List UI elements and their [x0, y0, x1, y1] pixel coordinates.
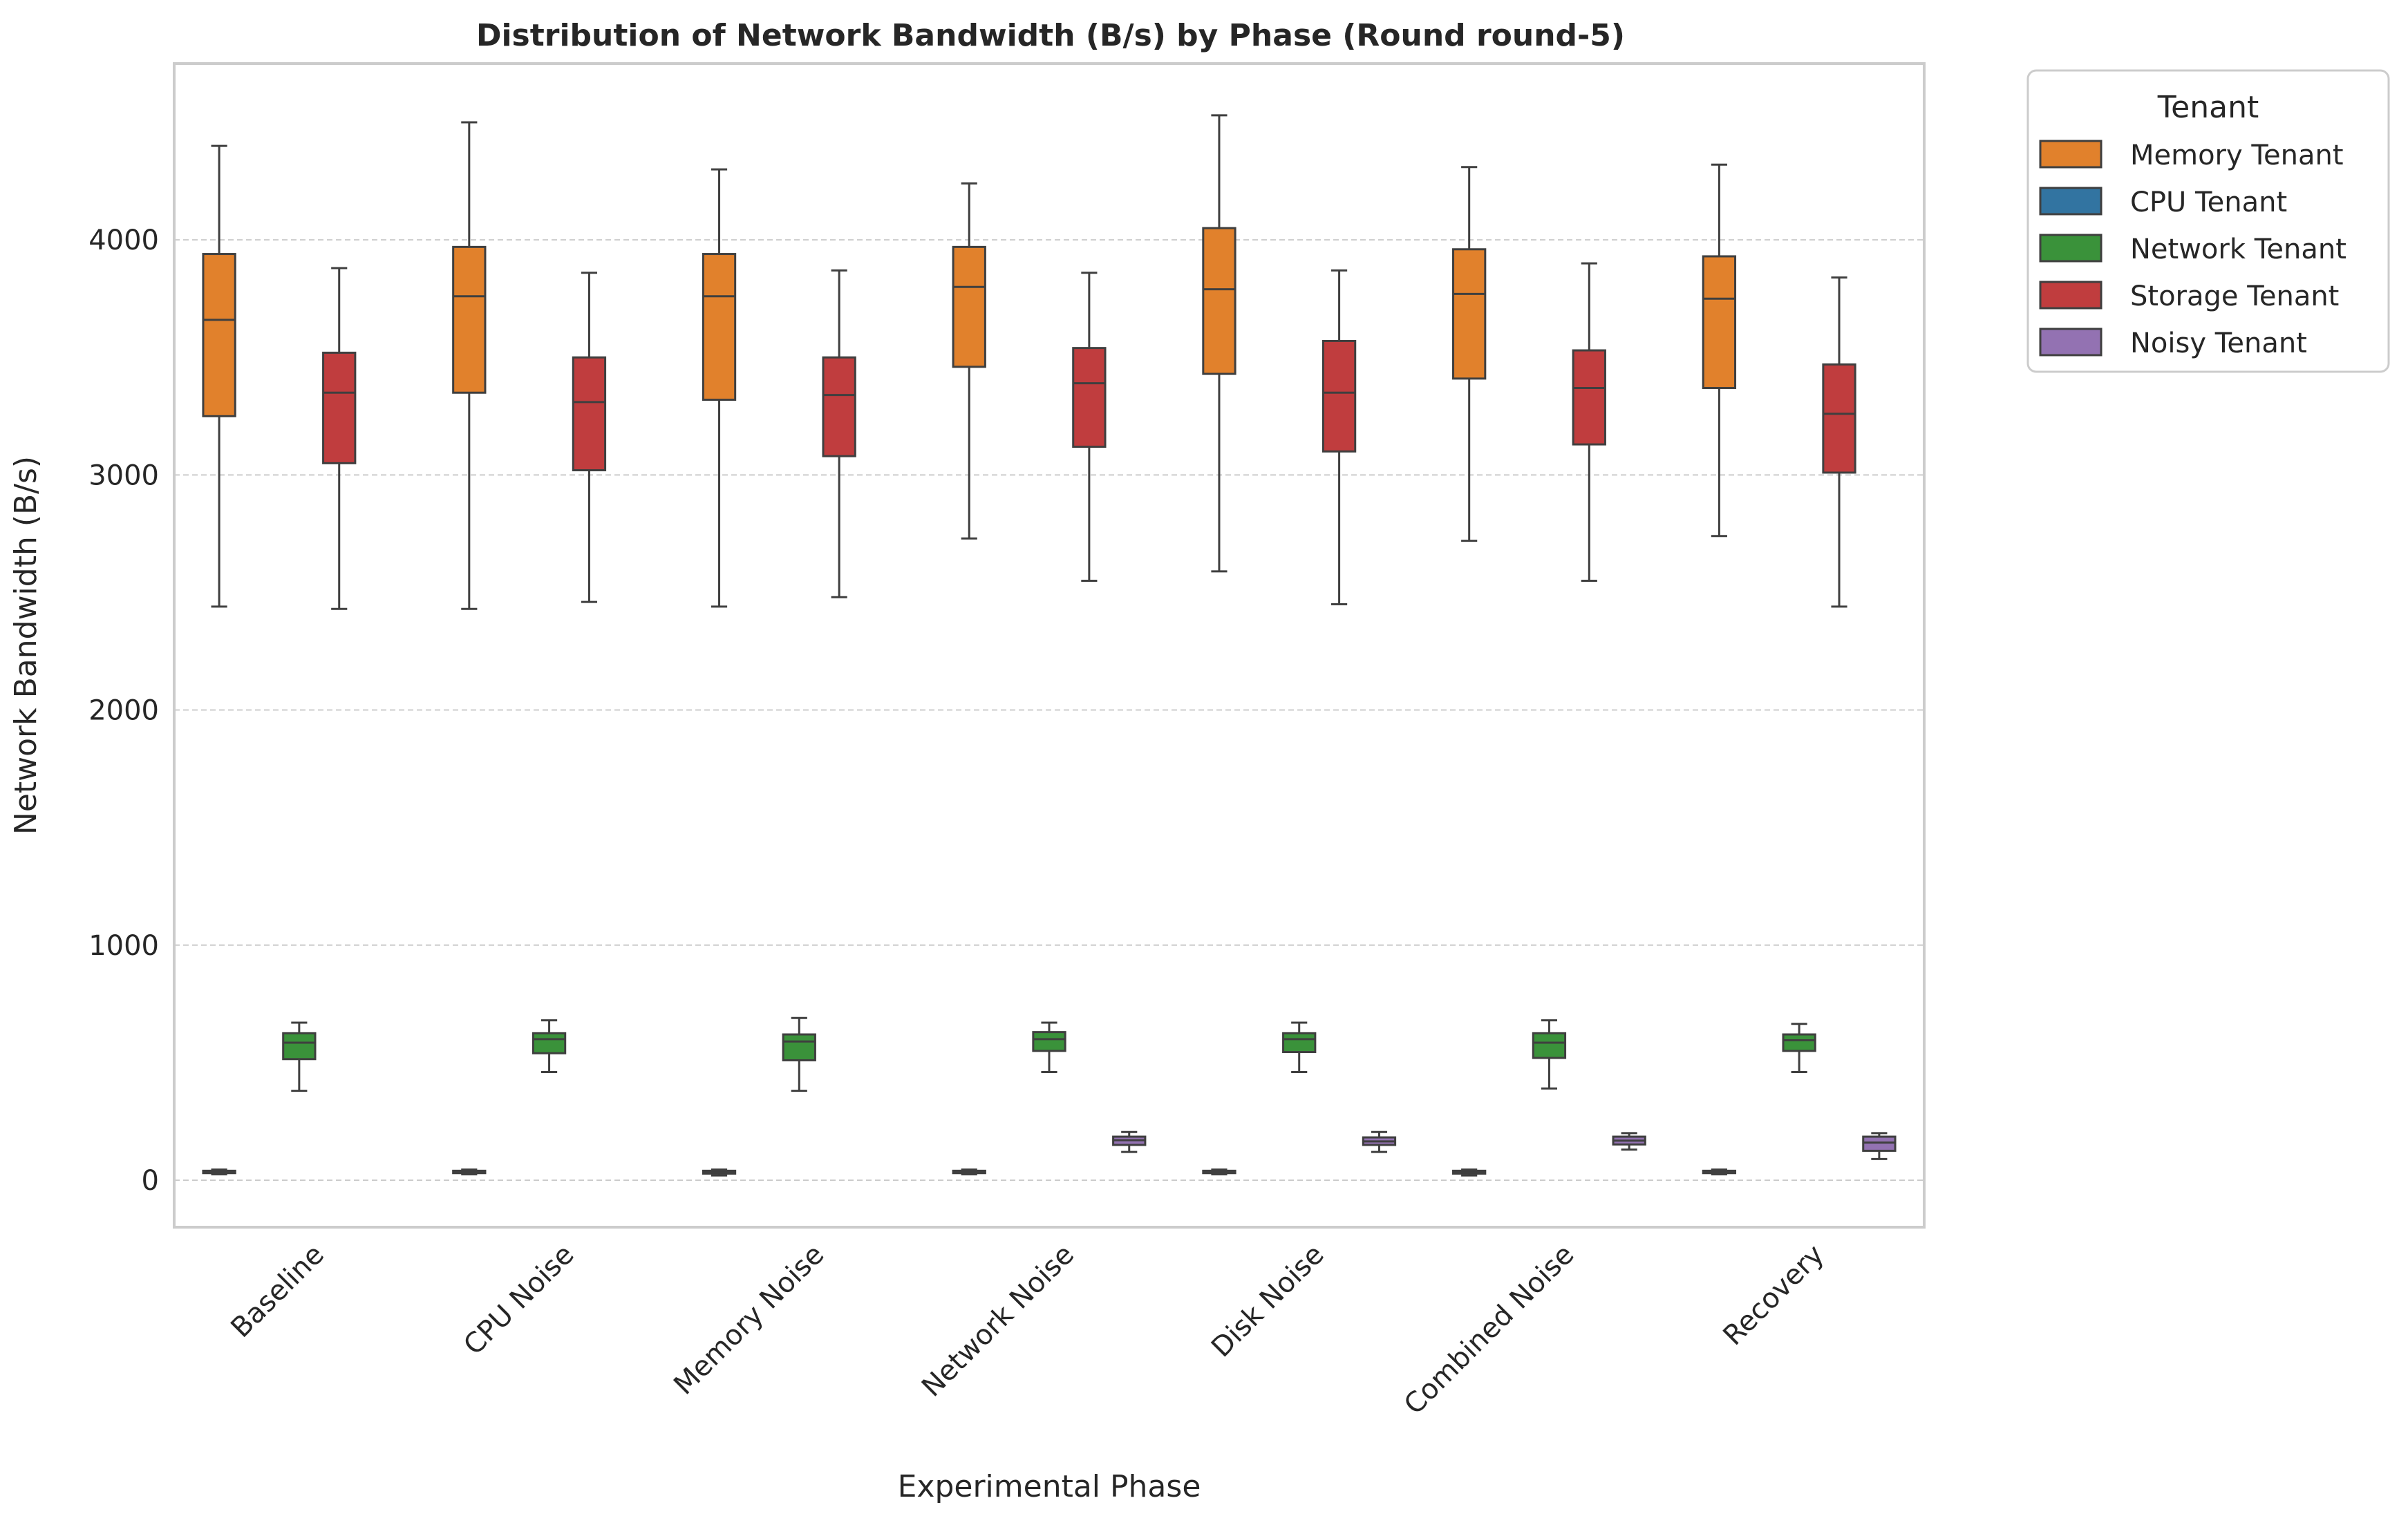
x-tick-label: CPU Noise	[458, 1239, 580, 1361]
y-tick-label: 0	[142, 1165, 159, 1197]
box-iqr	[452, 245, 487, 394]
box-cpu-tenant	[1702, 1168, 1737, 1175]
box-storage-tenant	[1072, 272, 1107, 582]
box-iqr	[952, 245, 986, 368]
box-memory-tenant	[702, 168, 737, 608]
legend-swatch	[2039, 328, 2103, 357]
box-iqr	[1572, 349, 1606, 446]
legend-swatch	[2039, 140, 2103, 169]
box-iqr	[282, 1032, 317, 1061]
box-iqr	[1032, 1031, 1066, 1052]
box-network-tenant	[782, 1016, 816, 1092]
box-storage-tenant	[1572, 262, 1606, 582]
box-network-tenant	[1532, 1019, 1567, 1090]
plot-area	[173, 62, 1926, 1229]
box-iqr	[702, 253, 737, 401]
box-memory-tenant	[1202, 114, 1236, 573]
box-cpu-tenant	[952, 1168, 986, 1175]
box-network-tenant	[282, 1021, 317, 1092]
x-tick-label: Recovery	[1718, 1239, 1831, 1352]
x-tick-label: Baseline	[225, 1239, 330, 1344]
box-memory-tenant	[1452, 166, 1487, 542]
x-axis-label: Experimental Phase	[898, 1469, 1201, 1504]
box-iqr	[1532, 1032, 1567, 1059]
box-noisy-tenant	[1112, 1130, 1147, 1153]
box-noisy-tenant	[1362, 1130, 1397, 1153]
x-tick-label: Memory Noise	[668, 1239, 830, 1401]
y-axis-label: Network Bandwidth (B/s)	[8, 456, 44, 835]
box-iqr	[1282, 1032, 1317, 1054]
legend-label: Memory Tenant	[2130, 140, 2344, 171]
y-tick-label: 3000	[88, 460, 159, 491]
box-iqr	[1321, 339, 1357, 453]
legend-frame	[2026, 69, 2390, 373]
box-network-tenant	[1032, 1021, 1066, 1073]
box-storage-tenant	[572, 272, 607, 603]
box-memory-tenant	[952, 182, 986, 540]
box-storage-tenant	[1822, 276, 1856, 608]
box-iqr	[322, 351, 357, 464]
box-iqr	[822, 356, 856, 457]
legend-swatch	[2039, 187, 2103, 216]
chart-title: Distribution of Network Bandwidth (B/s) …	[476, 18, 1625, 53]
box-cpu-tenant	[202, 1168, 236, 1175]
y-tick-label: 4000	[88, 225, 159, 256]
legend-swatch	[2039, 281, 2103, 310]
box-iqr	[202, 253, 236, 417]
legend-swatch	[2039, 234, 2103, 263]
gridlines	[174, 239, 1924, 1181]
box-iqr	[1862, 1135, 1897, 1152]
x-tick-label: Combined Noise	[1398, 1239, 1581, 1421]
legend: Tenant Memory Tenant CPU Tenant Network Te…	[2026, 69, 2390, 373]
box-iqr	[782, 1033, 816, 1061]
box-iqr	[1452, 248, 1487, 380]
box-iqr	[1702, 255, 1737, 389]
box-network-tenant	[1282, 1021, 1317, 1073]
legend-items: Memory Tenant CPU Tenant Network Tenant Sto…	[2039, 140, 2346, 359]
box-network-tenant	[532, 1019, 567, 1073]
box-memory-tenant	[202, 144, 236, 608]
box-iqr	[1822, 363, 1856, 474]
legend-title: Tenant	[2157, 90, 2259, 125]
x-tick-label: Disk Noise	[1205, 1239, 1330, 1364]
box-iqr	[1072, 347, 1107, 448]
box-storage-tenant	[1321, 269, 1357, 605]
box-memory-tenant	[1702, 163, 1737, 538]
box-network-tenant	[1782, 1023, 1816, 1073]
box-cpu-tenant	[1452, 1168, 1487, 1177]
box-storage-tenant	[322, 267, 357, 610]
box-iqr	[572, 356, 607, 472]
box-memory-tenant	[452, 121, 487, 610]
x-tick-label: Network Noise	[916, 1239, 1080, 1403]
legend-label: Storage Tenant	[2130, 281, 2339, 312]
x-axis-ticks: Baseline CPU Noise Memory Noise Network Noi…	[225, 1239, 1830, 1421]
legend-label: CPU Tenant	[2130, 187, 2287, 218]
box-noisy-tenant	[1612, 1132, 1646, 1151]
box-cpu-tenant	[1202, 1168, 1236, 1175]
y-tick-label: 1000	[88, 930, 159, 962]
legend-label: Noisy Tenant	[2130, 328, 2307, 359]
box-iqr	[1202, 227, 1236, 375]
y-tick-label: 2000	[88, 695, 159, 727]
box-storage-tenant	[822, 269, 856, 598]
box-noisy-tenant	[1862, 1132, 1897, 1160]
y-axis-ticks: 0 1000 2000 3000 4000	[88, 225, 159, 1197]
box-cpu-tenant	[702, 1168, 737, 1177]
box-cpu-tenant	[452, 1168, 487, 1175]
legend-label: Network Tenant	[2130, 234, 2346, 265]
box-iqr	[532, 1032, 567, 1054]
box-series	[202, 114, 1897, 1177]
box-iqr	[1782, 1033, 1816, 1052]
